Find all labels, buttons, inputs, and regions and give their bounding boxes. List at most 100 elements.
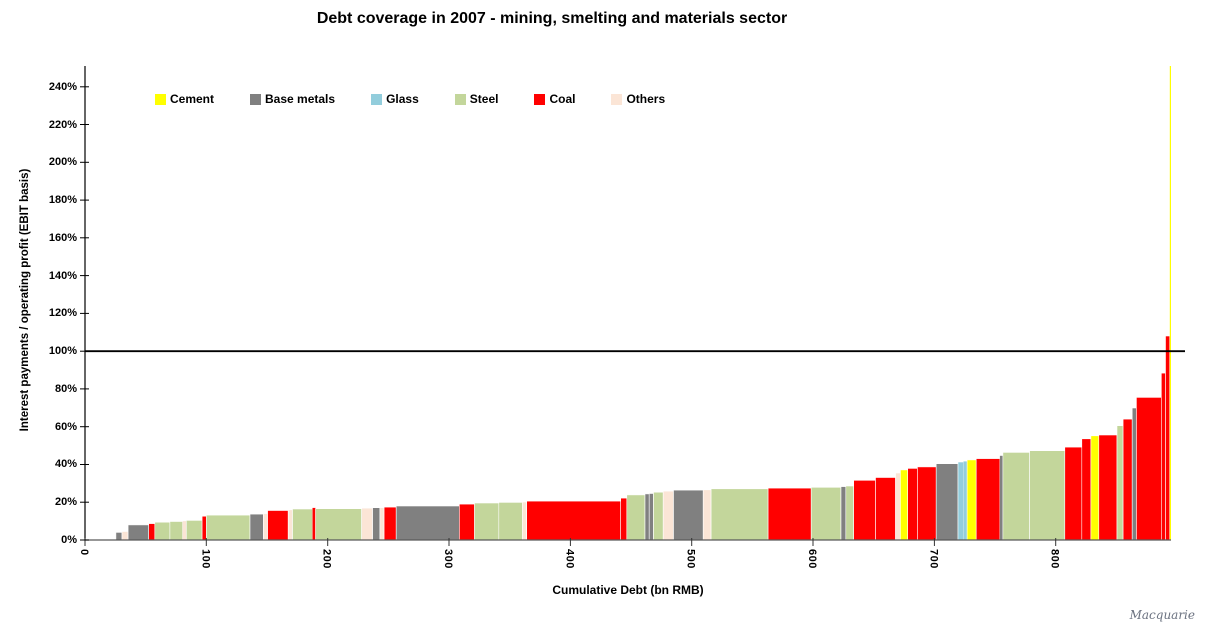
bar-others	[182, 521, 187, 540]
bar-base	[1131, 407, 1137, 541]
bar-coal	[201, 515, 207, 541]
bar-coal	[620, 497, 628, 541]
bar-steel	[626, 494, 646, 541]
legend-label: Glass	[386, 92, 419, 106]
bar-base	[840, 486, 847, 541]
legend-label: Cement	[170, 92, 215, 106]
y-tick-label: 80%	[54, 382, 77, 395]
x-tick-label: 200	[320, 549, 333, 569]
y-tick-label: 220%	[48, 118, 77, 131]
legend-item-coal: Coal	[534, 92, 575, 106]
legend-label: Others	[626, 92, 666, 106]
bar-steel	[1116, 425, 1124, 541]
bar-others	[379, 507, 385, 541]
bar-steel	[498, 502, 523, 541]
bar-coal	[1161, 372, 1166, 541]
bar-coal	[267, 510, 289, 541]
y-tick-label: 100%	[48, 345, 77, 358]
y-tick-label: 240%	[48, 80, 77, 93]
bar-steel	[206, 514, 251, 541]
legend-item-steel: Steel	[454, 92, 499, 106]
bar-coal	[148, 523, 156, 541]
legend-swatch-base	[250, 93, 262, 105]
x-tick-label: 700	[927, 549, 940, 569]
bar-coal	[1098, 434, 1118, 541]
y-tick-label: 0%	[61, 534, 77, 546]
bar-base	[644, 493, 650, 541]
chart-title: Debt coverage in 2007 - mining, smelting…	[316, 10, 788, 27]
x-tick-label: 100	[199, 549, 212, 569]
bar-others	[522, 501, 527, 541]
legend-label: Base metals	[265, 92, 336, 106]
bar-steel	[154, 521, 171, 541]
bar-base	[115, 532, 123, 541]
bar-base	[935, 463, 959, 541]
y-tick-label: 180%	[48, 194, 77, 207]
legend: Cement Base metals Glass Steel Coal Others	[155, 92, 665, 106]
bar-coal	[907, 468, 918, 541]
legend-swatch-glass	[371, 93, 383, 105]
y-tick-label: 40%	[54, 458, 77, 471]
legend-label: Steel	[469, 92, 499, 106]
bar-others	[895, 472, 901, 541]
x-tick-label: 400	[563, 549, 576, 569]
bar-steel	[710, 488, 769, 541]
x-axis-title: Cumulative Debt (bn RMB)	[552, 583, 704, 597]
bar-coal	[1081, 438, 1092, 541]
bar-coal	[383, 506, 397, 541]
bar-coal	[767, 487, 812, 541]
bar-base	[372, 507, 381, 541]
y-tick-label: 60%	[54, 420, 77, 433]
y-tick-label: 200%	[48, 156, 77, 169]
bar-coal	[853, 479, 876, 541]
bar-base	[395, 505, 460, 541]
bar-steel	[292, 508, 313, 541]
bar-cement	[1090, 435, 1100, 541]
bar-coal	[975, 458, 1001, 541]
bar-coal	[312, 507, 316, 540]
bar-steel	[845, 485, 854, 541]
legend-swatch-steel	[454, 93, 466, 105]
legend-item-cement: Cement	[155, 92, 214, 106]
bar-coal	[1122, 418, 1133, 541]
bar-coal	[526, 500, 622, 541]
y-tick-label: 140%	[48, 269, 77, 282]
bar-base	[673, 489, 704, 541]
y-tick-label: 20%	[54, 496, 77, 509]
x-tick-label: 0	[78, 549, 90, 556]
bar-base	[127, 524, 150, 541]
bar-others	[361, 507, 373, 541]
bar-base	[648, 493, 654, 541]
bar-base	[999, 455, 1003, 540]
bar-cement	[966, 459, 977, 541]
bar-base	[249, 513, 264, 541]
bar-steel	[1029, 450, 1066, 541]
legend-item-base: Base metals	[250, 92, 335, 106]
legend-label: Coal	[549, 92, 576, 106]
x-tick-label: 800	[1048, 549, 1061, 569]
bar-steel	[186, 520, 203, 541]
bar-coal	[917, 466, 937, 541]
bar-others	[263, 513, 268, 541]
bar-steel	[315, 508, 362, 541]
bar-coal	[1136, 397, 1162, 541]
watermark: Macquarie	[1129, 608, 1195, 622]
bar-coal	[875, 477, 896, 541]
x-tick-label: 300	[442, 549, 455, 569]
bar-others	[702, 489, 712, 541]
bar-coal	[458, 503, 475, 541]
bar-glass	[957, 461, 964, 541]
bar-others	[287, 509, 293, 541]
bar-coal	[1064, 446, 1083, 541]
bar-steel	[169, 521, 183, 541]
bar-steel	[653, 491, 664, 541]
bar-steel	[810, 486, 842, 541]
x-tick-label: 500	[684, 549, 697, 569]
bar-glass	[963, 461, 968, 540]
bar-steel	[1002, 452, 1030, 541]
x-tick-label: 600	[806, 549, 819, 569]
legend-swatch-cement	[155, 93, 166, 105]
bar-cement	[1169, 66, 1171, 540]
